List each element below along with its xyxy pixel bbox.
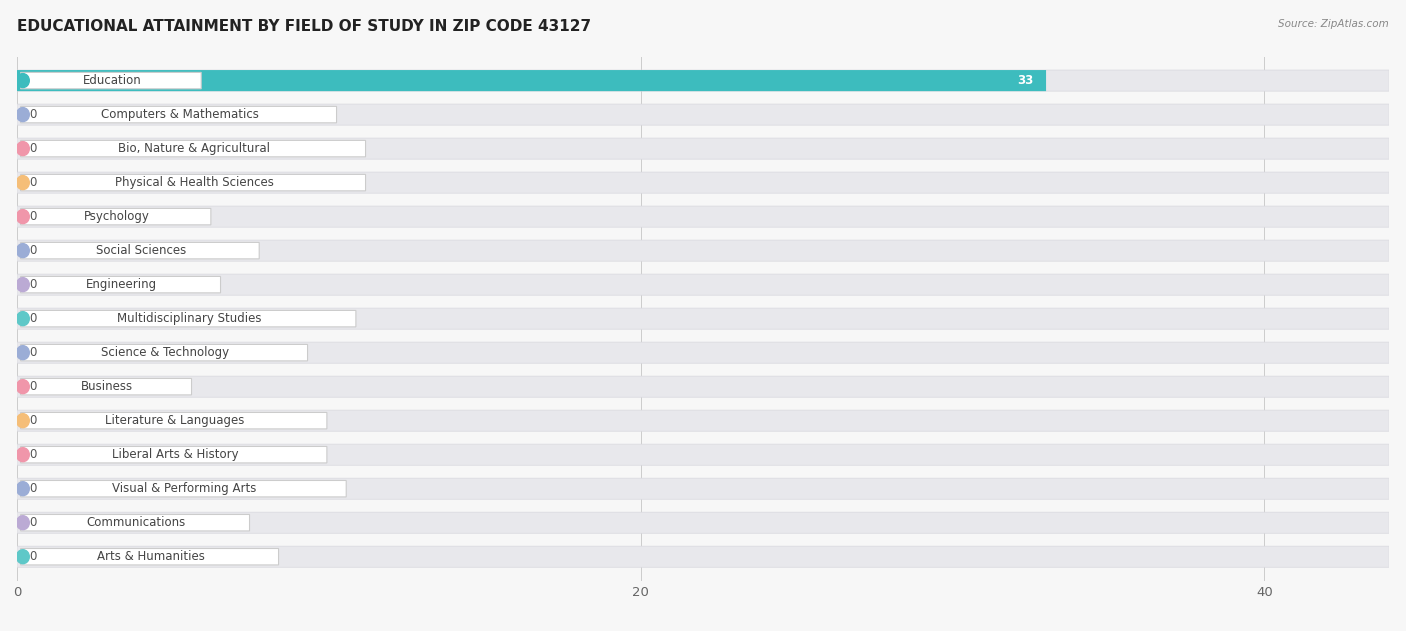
FancyBboxPatch shape bbox=[17, 410, 1389, 431]
FancyBboxPatch shape bbox=[21, 174, 366, 191]
FancyBboxPatch shape bbox=[21, 480, 346, 497]
FancyBboxPatch shape bbox=[21, 310, 356, 327]
FancyBboxPatch shape bbox=[21, 447, 326, 463]
Text: Business: Business bbox=[82, 380, 134, 393]
FancyBboxPatch shape bbox=[17, 308, 1389, 329]
Circle shape bbox=[17, 516, 30, 529]
Text: Science & Technology: Science & Technology bbox=[101, 346, 229, 359]
FancyBboxPatch shape bbox=[17, 274, 1389, 295]
Circle shape bbox=[17, 550, 30, 563]
Text: Bio, Nature & Agricultural: Bio, Nature & Agricultural bbox=[118, 142, 270, 155]
FancyBboxPatch shape bbox=[17, 172, 1389, 193]
Text: 0: 0 bbox=[30, 142, 37, 155]
Circle shape bbox=[17, 141, 30, 156]
FancyBboxPatch shape bbox=[21, 276, 221, 293]
Text: Liberal Arts & History: Liberal Arts & History bbox=[111, 448, 238, 461]
Circle shape bbox=[17, 108, 30, 122]
Text: Physical & Health Sciences: Physical & Health Sciences bbox=[115, 176, 274, 189]
Text: Computers & Mathematics: Computers & Mathematics bbox=[101, 108, 259, 121]
Text: 0: 0 bbox=[30, 312, 37, 325]
Circle shape bbox=[17, 380, 30, 394]
FancyBboxPatch shape bbox=[17, 104, 1389, 125]
Text: 0: 0 bbox=[30, 448, 37, 461]
Text: EDUCATIONAL ATTAINMENT BY FIELD OF STUDY IN ZIP CODE 43127: EDUCATIONAL ATTAINMENT BY FIELD OF STUDY… bbox=[17, 19, 591, 34]
Text: Psychology: Psychology bbox=[84, 210, 150, 223]
FancyBboxPatch shape bbox=[17, 240, 1389, 261]
FancyBboxPatch shape bbox=[21, 345, 308, 361]
FancyBboxPatch shape bbox=[17, 478, 1389, 499]
Text: 0: 0 bbox=[30, 176, 37, 189]
Text: Literature & Languages: Literature & Languages bbox=[105, 414, 245, 427]
Text: Communications: Communications bbox=[87, 516, 186, 529]
Circle shape bbox=[17, 244, 30, 257]
Text: Multidisciplinary Studies: Multidisciplinary Studies bbox=[117, 312, 262, 325]
FancyBboxPatch shape bbox=[21, 379, 191, 395]
FancyBboxPatch shape bbox=[21, 140, 366, 157]
Circle shape bbox=[17, 346, 30, 360]
FancyBboxPatch shape bbox=[17, 138, 1389, 159]
FancyBboxPatch shape bbox=[17, 70, 1389, 91]
FancyBboxPatch shape bbox=[17, 342, 1389, 363]
Circle shape bbox=[17, 175, 30, 189]
Circle shape bbox=[17, 74, 30, 88]
Text: Engineering: Engineering bbox=[86, 278, 157, 291]
FancyBboxPatch shape bbox=[17, 512, 1389, 533]
Text: 0: 0 bbox=[30, 550, 37, 563]
FancyBboxPatch shape bbox=[21, 208, 211, 225]
Text: 0: 0 bbox=[30, 380, 37, 393]
Text: 0: 0 bbox=[30, 108, 37, 121]
Text: 0: 0 bbox=[30, 210, 37, 223]
Text: 33: 33 bbox=[1018, 74, 1033, 87]
FancyBboxPatch shape bbox=[21, 107, 336, 123]
FancyBboxPatch shape bbox=[17, 206, 1389, 227]
FancyBboxPatch shape bbox=[17, 70, 1046, 91]
Text: Source: ZipAtlas.com: Source: ZipAtlas.com bbox=[1278, 19, 1389, 29]
FancyBboxPatch shape bbox=[21, 413, 326, 429]
Text: Arts & Humanities: Arts & Humanities bbox=[97, 550, 205, 563]
Circle shape bbox=[17, 481, 30, 496]
Text: Visual & Performing Arts: Visual & Performing Arts bbox=[112, 482, 257, 495]
Text: 0: 0 bbox=[30, 278, 37, 291]
Circle shape bbox=[17, 312, 30, 326]
Text: 0: 0 bbox=[30, 346, 37, 359]
Circle shape bbox=[17, 448, 30, 462]
FancyBboxPatch shape bbox=[21, 514, 249, 531]
Text: 0: 0 bbox=[30, 414, 37, 427]
Circle shape bbox=[17, 209, 30, 223]
FancyBboxPatch shape bbox=[17, 546, 1389, 567]
FancyBboxPatch shape bbox=[21, 548, 278, 565]
FancyBboxPatch shape bbox=[17, 444, 1389, 465]
FancyBboxPatch shape bbox=[21, 242, 259, 259]
Text: 0: 0 bbox=[30, 482, 37, 495]
Circle shape bbox=[17, 414, 30, 428]
Circle shape bbox=[17, 278, 30, 292]
Text: Social Sciences: Social Sciences bbox=[96, 244, 186, 257]
Text: Education: Education bbox=[83, 74, 142, 87]
Text: 0: 0 bbox=[30, 244, 37, 257]
FancyBboxPatch shape bbox=[17, 376, 1389, 398]
Text: 0: 0 bbox=[30, 516, 37, 529]
FancyBboxPatch shape bbox=[21, 73, 201, 89]
